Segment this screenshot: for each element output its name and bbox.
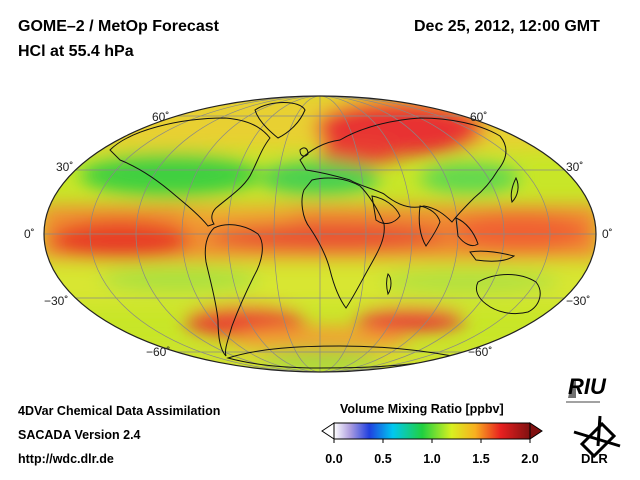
map-subtitle: HCl at 55.4 hPa [18,43,134,60]
forecast-datetime: Dec 25, 2012, 12:00 GMT [414,18,600,35]
footer-method: 4DVar Chemical Data Assimilation [18,404,221,418]
map-title: GOME–2 / MetOp Forecast [18,18,219,35]
lat-label-eq-left: 0˚ [24,227,35,241]
lat-label-60s-right: −60˚ [468,345,493,359]
lat-label-30n-left: 30˚ [56,160,74,174]
lat-label-eq-right: 0˚ [602,227,613,241]
dlr-logo-text: DLR [581,451,608,466]
dlr-logo [573,415,621,459]
colorbar-title: Volume Mixing Ratio [ppbv] [340,402,504,416]
lat-label-30n-right: 30˚ [566,160,584,174]
colorbar-tick: 2.0 [521,452,539,466]
colorbar-tick: 0.5 [374,452,392,466]
lat-label-30s-left: −30˚ [44,294,69,308]
colorbar [321,422,543,443]
colorbar-tick: 0.0 [325,452,343,466]
colorbar-tick: 1.0 [423,452,441,466]
hcl-concentration-field [44,96,596,372]
riu-logo-text: RIU [568,374,606,399]
footer-url[interactable]: http://wdc.dlr.de [18,452,114,466]
riu-logo [566,380,600,403]
lat-label-60n-left: 60˚ [152,110,170,124]
lat-label-60n-right: 60˚ [470,110,488,124]
lat-label-60s-left: −60˚ [146,345,171,359]
colorbar-max-arrow [529,422,543,440]
colorbar-scale [333,422,531,440]
globe-outline [43,95,597,373]
colorbar-tick: 1.5 [472,452,490,466]
lat-label-30s-right: −30˚ [566,294,591,308]
colorbar-min-arrow [321,422,335,440]
footer-version: SACADA Version 2.4 [18,428,141,442]
